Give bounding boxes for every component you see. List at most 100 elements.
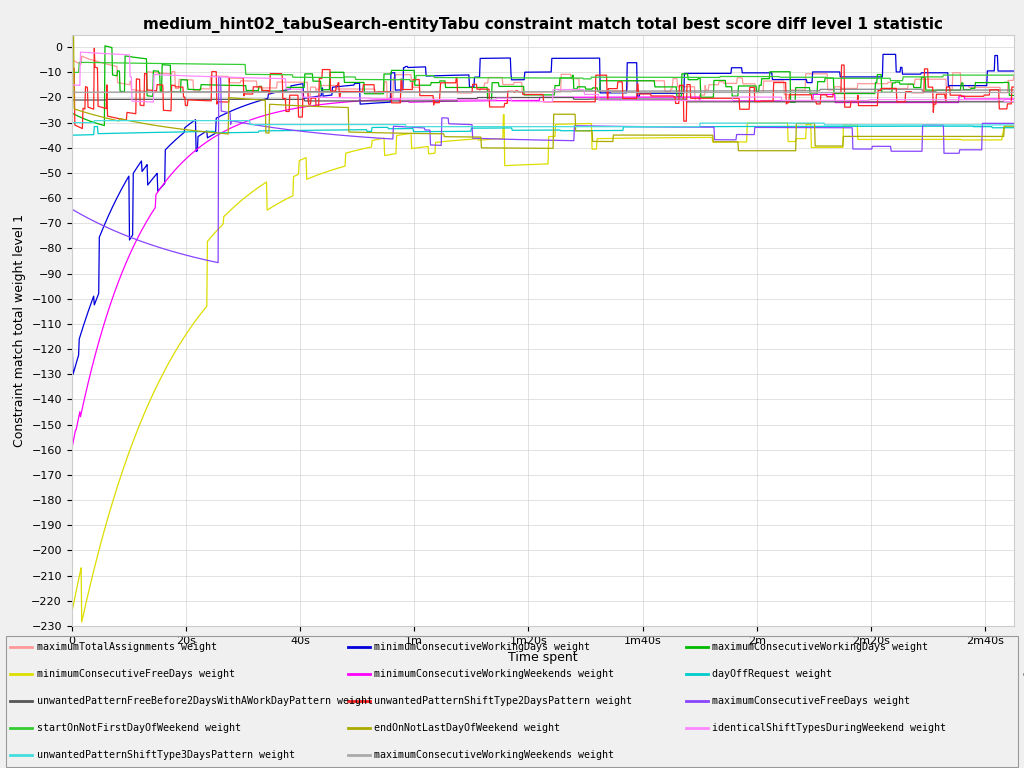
minimumConsecutiveWorkingDays weight	[67, 370, 79, 379]
maximumConsecutiveFreeDays weight	[66, 204, 78, 214]
shiftOffRequest weight	[502, 87, 514, 96]
shiftOffRequest weight	[484, 87, 497, 96]
identicalShiftTypesDuringWeekend weight	[178, 71, 190, 81]
maximumTotalAssignments weight	[467, 88, 479, 97]
unwantedPatternShiftType2DaysPattern weight	[603, 84, 615, 93]
minimumConsecutiveFreeDays weight	[503, 161, 515, 170]
minimumConsecutiveFreeDays weight	[139, 407, 152, 416]
Line: unwantedPatternFreeBefore2DaysWithAWorkDayPattern weight: unwantedPatternFreeBefore2DaysWithAWorkD…	[72, 98, 1014, 102]
minimumConsecutiveWorkingDays weight	[139, 163, 152, 172]
maximumConsecutiveWorkingDays weight	[486, 78, 499, 88]
minimumConsecutiveWorkingDays weight	[503, 54, 515, 63]
minimumConsecutiveFreeDays weight	[603, 134, 615, 143]
startOnNotFirstDayOfWeekend weight	[467, 73, 479, 82]
maximumConsecutiveWorkingDays weight	[603, 76, 615, 85]
minimumConsecutiveWorkingWeekends weight	[484, 96, 497, 105]
minimumConsecutiveWorkingWeekends weight	[502, 96, 514, 105]
Y-axis label: Constraint match total weight level 1: Constraint match total weight level 1	[12, 214, 26, 447]
minimumConsecutiveWorkingWeekends weight	[177, 157, 189, 167]
Line: startOnNotFirstDayOfWeekend weight: startOnNotFirstDayOfWeekend weight	[72, 62, 1014, 81]
unwantedPatternShiftType3DaysPattern weight	[486, 122, 499, 131]
unwantedPatternFreeBefore2DaysWithAWorkDayPattern weight	[1008, 98, 1020, 107]
Title: medium_hint02_tabuSearch-entityTabu constraint match total best score diff level: medium_hint02_tabuSearch-entityTabu cons…	[142, 17, 943, 33]
Line: endOnNotLastDayOfWeekend weight: endOnNotLastDayOfWeekend weight	[72, 32, 1014, 151]
maximumTotalAssignments weight	[1008, 72, 1020, 81]
unwantedPatternFreeBefore2DaysWithAWorkDayPattern weight	[503, 93, 515, 102]
maximumConsecutiveFreeDays weight	[212, 258, 224, 267]
endOnNotLastDayOfWeekend weight	[602, 137, 614, 146]
shiftOffRequest weight	[66, 88, 78, 97]
dayOffRequest weight	[465, 124, 477, 133]
maximumConsecutiveFreeDays weight	[138, 238, 151, 247]
maximumTotalAssignments weight	[503, 80, 515, 89]
endOnNotLastDayOfWeekend weight	[790, 146, 802, 155]
unwantedPatternShiftType2DaysPattern weight	[76, 124, 88, 133]
endOnNotLastDayOfWeekend weight	[66, 93, 78, 102]
endOnNotLastDayOfWeekend weight	[177, 124, 189, 134]
maximumConsecutiveWorkingWeekends weight	[484, 88, 497, 97]
dayOffRequest weight	[138, 128, 151, 137]
maximumTotalAssignments weight	[486, 73, 499, 82]
dayOffRequest weight	[502, 124, 514, 133]
maximumConsecutiveWorkingDays weight	[139, 54, 152, 63]
maximumConsecutiveWorkingDays weight	[467, 83, 479, 92]
Line: maximumConsecutiveWorkingWeekends weight: maximumConsecutiveWorkingWeekends weight	[72, 91, 1014, 92]
unwantedPatternShiftType3DaysPattern weight	[467, 122, 479, 131]
startOnNotFirstDayOfWeekend weight	[66, 68, 78, 77]
unwantedPatternShiftType2DaysPattern weight	[486, 102, 499, 111]
Text: minimumConsecutiveFreeDays weight: minimumConsecutiveFreeDays weight	[37, 669, 234, 679]
shiftOffRequest weight	[915, 84, 928, 94]
endOnNotLastDayOfWeekend weight	[67, 28, 79, 37]
Line: maximumConsecutiveWorkingDays weight: maximumConsecutiveWorkingDays weight	[72, 46, 1014, 126]
dayOffRequest weight	[1008, 123, 1020, 132]
startOnNotFirstDayOfWeekend weight	[139, 58, 152, 68]
Line: identicalShiftTypesDuringWeekend weight: identicalShiftTypesDuringWeekend weight	[72, 52, 1014, 102]
minimumConsecutiveWorkingDays weight	[890, 50, 902, 59]
unwantedPatternFreeBefore2DaysWithAWorkDayPattern weight	[602, 94, 614, 104]
minimumConsecutiveWorkingDays weight	[466, 82, 478, 91]
maximumConsecutiveFreeDays weight	[177, 250, 189, 259]
maximumConsecutiveFreeDays weight	[503, 134, 515, 144]
shiftOffRequest weight	[138, 88, 151, 97]
maximumConsecutiveWorkingWeekends weight	[602, 86, 614, 95]
unwantedPatternShiftType2DaysPattern weight	[178, 92, 190, 101]
Text: dayOffRequest weight: dayOffRequest weight	[713, 669, 833, 679]
Text: endOnNotLastDayOfWeekend weight: endOnNotLastDayOfWeekend weight	[375, 723, 560, 733]
minimumConsecutiveWorkingDays weight	[485, 54, 498, 63]
startOnNotFirstDayOfWeekend weight	[177, 59, 189, 68]
endOnNotLastDayOfWeekend weight	[1008, 121, 1020, 131]
Text: identicalShiftTypesDuringWeekend weight: identicalShiftTypesDuringWeekend weight	[713, 723, 946, 733]
maximumTotalAssignments weight	[139, 87, 152, 96]
Line: minimumConsecutiveFreeDays weight: minimumConsecutiveFreeDays weight	[72, 114, 1014, 622]
maximumConsecutiveWorkingWeekends weight	[66, 88, 78, 97]
minimumConsecutiveWorkingDays weight	[177, 128, 189, 137]
maximumTotalAssignments weight	[76, 51, 88, 61]
Line: minimumConsecutiveWorkingWeekends weight: minimumConsecutiveWorkingWeekends weight	[72, 94, 1014, 450]
Line: unwantedPatternShiftType3DaysPattern weight: unwantedPatternShiftType3DaysPattern wei…	[72, 121, 1014, 127]
unwantedPatternShiftType3DaysPattern weight	[1008, 121, 1020, 130]
unwantedPatternFreeBefore2DaysWithAWorkDayPattern weight	[66, 95, 78, 104]
maximumConsecutiveWorkingDays weight	[178, 75, 190, 84]
dayOffRequest weight	[177, 127, 189, 137]
maximumConsecutiveWorkingDays weight	[503, 81, 515, 91]
identicalShiftTypesDuringWeekend weight	[75, 48, 87, 57]
identicalShiftTypesDuringWeekend weight	[1008, 97, 1020, 106]
unwantedPatternShiftType3DaysPattern weight	[139, 116, 152, 125]
maximumConsecutiveWorkingDays weight	[66, 55, 78, 65]
maximumTotalAssignments weight	[177, 75, 189, 84]
shiftOffRequest weight	[602, 87, 614, 96]
unwantedPatternFreeBefore2DaysWithAWorkDayPattern weight	[485, 93, 498, 102]
maximumTotalAssignments weight	[66, 55, 78, 65]
identicalShiftTypesDuringWeekend weight	[66, 81, 78, 90]
minimumConsecutiveFreeDays weight	[466, 134, 478, 144]
identicalShiftTypesDuringWeekend weight	[503, 94, 515, 103]
maximumConsecutiveWorkingWeekends weight	[465, 88, 477, 97]
Text: unwantedPatternFreeBefore2DaysWithAWorkDayPattern weight: unwantedPatternFreeBefore2DaysWithAWorkD…	[37, 696, 373, 706]
maximumConsecutiveFreeDays weight	[603, 121, 615, 131]
identicalShiftTypesDuringWeekend weight	[467, 95, 479, 104]
startOnNotFirstDayOfWeekend weight	[73, 58, 85, 67]
identicalShiftTypesDuringWeekend weight	[139, 97, 152, 106]
minimumConsecutiveWorkingWeekends weight	[138, 220, 151, 230]
Text: unwantedPatternShiftType2DaysPattern weight: unwantedPatternShiftType2DaysPattern wei…	[375, 696, 633, 706]
unwantedPatternShiftType2DaysPattern weight	[1008, 82, 1020, 91]
